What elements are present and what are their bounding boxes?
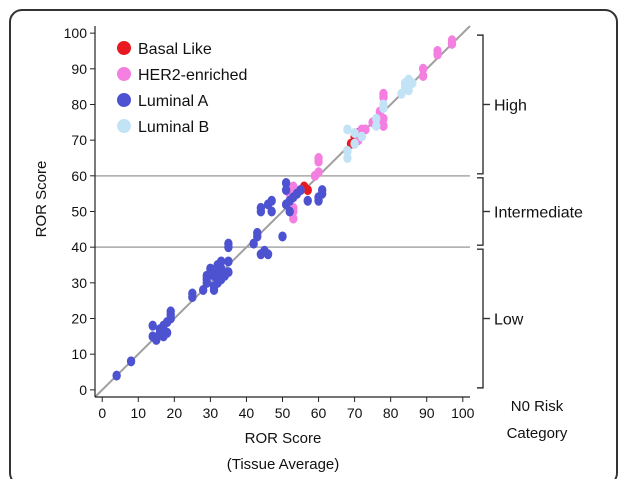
point-luminal-a-40 [263, 249, 273, 260]
legend-label-3: Luminal B [138, 119, 209, 136]
point-luminal-a-13 [166, 306, 175, 317]
y-tick-label-70: 70 [71, 132, 87, 148]
point-her2-enriched-9 [314, 152, 323, 163]
point-luminal-b-15 [408, 78, 417, 89]
point-her2-enriched-19 [379, 113, 388, 124]
y-tick-label-20: 20 [71, 311, 87, 327]
x-tick-label-50: 50 [275, 405, 291, 421]
point-basal-like-3 [303, 185, 312, 196]
point-luminal-b-6 [372, 113, 381, 124]
point-luminal-a-37 [253, 227, 262, 238]
y-axis-label: ROR Score [33, 161, 50, 238]
point-her2-enriched-23 [418, 63, 428, 74]
point-luminal-a-31 [224, 267, 233, 278]
point-her2-enriched-21 [379, 88, 388, 99]
point-luminal-a-32 [224, 256, 233, 267]
point-luminal-a-46 [278, 231, 287, 242]
risk-label-1: Intermediate [494, 205, 583, 222]
point-luminal-a-15 [188, 288, 197, 299]
legend-label-1: HER2-enriched [138, 67, 247, 84]
point-luminal-a-51 [281, 177, 291, 188]
x-tick-label-60: 60 [311, 405, 327, 421]
risk-category-title-line2: Category [507, 425, 568, 442]
x-tick-label-10: 10 [130, 405, 146, 421]
risk-label-0: High [494, 97, 527, 114]
point-luminal-a-50 [281, 185, 291, 196]
x-axis-label-line1: ROR Score [245, 430, 322, 447]
point-luminal-a-0 [112, 370, 121, 381]
point-her2-enriched-18 [379, 120, 388, 131]
point-luminal-b-2 [343, 124, 352, 135]
risk-bracket-0 [477, 34, 484, 175]
legend-marker-2 [117, 93, 131, 107]
x-tick-label-30: 30 [203, 405, 219, 421]
y-tick-label-0: 0 [79, 382, 87, 398]
risk-bracket-2 [477, 248, 484, 389]
y-tick-label-10: 10 [71, 346, 87, 362]
point-luminal-a-1 [126, 356, 136, 367]
x-tick-label-40: 40 [239, 405, 255, 421]
point-luminal-b-4 [350, 128, 359, 139]
legend-marker-1 [117, 67, 131, 81]
point-luminal-a-54 [296, 185, 305, 196]
point-luminal-a-55 [303, 195, 312, 206]
point-luminal-b-0 [343, 152, 352, 163]
y-tick-label-100: 100 [64, 25, 88, 41]
point-luminal-a-34 [224, 238, 233, 249]
legend-marker-0 [117, 41, 131, 55]
risk-label-2: Low [494, 312, 524, 329]
point-her2-enriched-22 [418, 70, 428, 81]
y-tick-label-50: 50 [71, 204, 87, 220]
point-luminal-a-44 [267, 206, 276, 217]
y-tick-label-80: 80 [71, 96, 87, 112]
y-tick-label-90: 90 [71, 61, 87, 77]
point-luminal-b-5 [357, 131, 367, 142]
point-luminal-b-3 [350, 138, 359, 149]
point-luminal-a-9 [162, 327, 172, 338]
x-tick-label-80: 80 [383, 405, 399, 421]
point-her2-enriched-27 [447, 35, 457, 46]
risk-category-title-line1: N0 Risk [511, 398, 564, 415]
outer-border [9, 9, 618, 484]
point-luminal-a-59 [317, 185, 327, 196]
y-tick-label-30: 30 [71, 275, 87, 291]
x-axis-label-line2: (Tissue Average) [227, 456, 340, 473]
point-her2-enriched-25 [433, 45, 442, 56]
point-luminal-b-9 [379, 99, 388, 110]
point-luminal-a-48 [285, 206, 294, 217]
point-luminal-b-7 [372, 120, 381, 131]
point-luminal-a-3 [148, 320, 157, 331]
risk-bracket-1 [477, 177, 484, 246]
point-luminal-b-1 [343, 145, 352, 156]
y-tick-label-40: 40 [71, 239, 87, 255]
legend-marker-3 [117, 119, 131, 133]
point-luminal-a-42 [256, 202, 266, 213]
y-tick-label-60: 60 [71, 168, 87, 184]
legend-label-0: Basal Like [138, 41, 212, 58]
x-tick-label-90: 90 [419, 405, 435, 421]
legend-label-2: Luminal A [138, 93, 209, 110]
x-tick-label-0: 0 [98, 405, 106, 421]
point-luminal-a-45 [267, 195, 276, 206]
x-tick-label-70: 70 [347, 405, 363, 421]
point-her2-enriched-7 [314, 167, 323, 178]
point-luminal-a-29 [217, 256, 226, 267]
x-tick-label-20: 20 [167, 405, 183, 421]
x-tick-label-100: 100 [451, 405, 475, 421]
